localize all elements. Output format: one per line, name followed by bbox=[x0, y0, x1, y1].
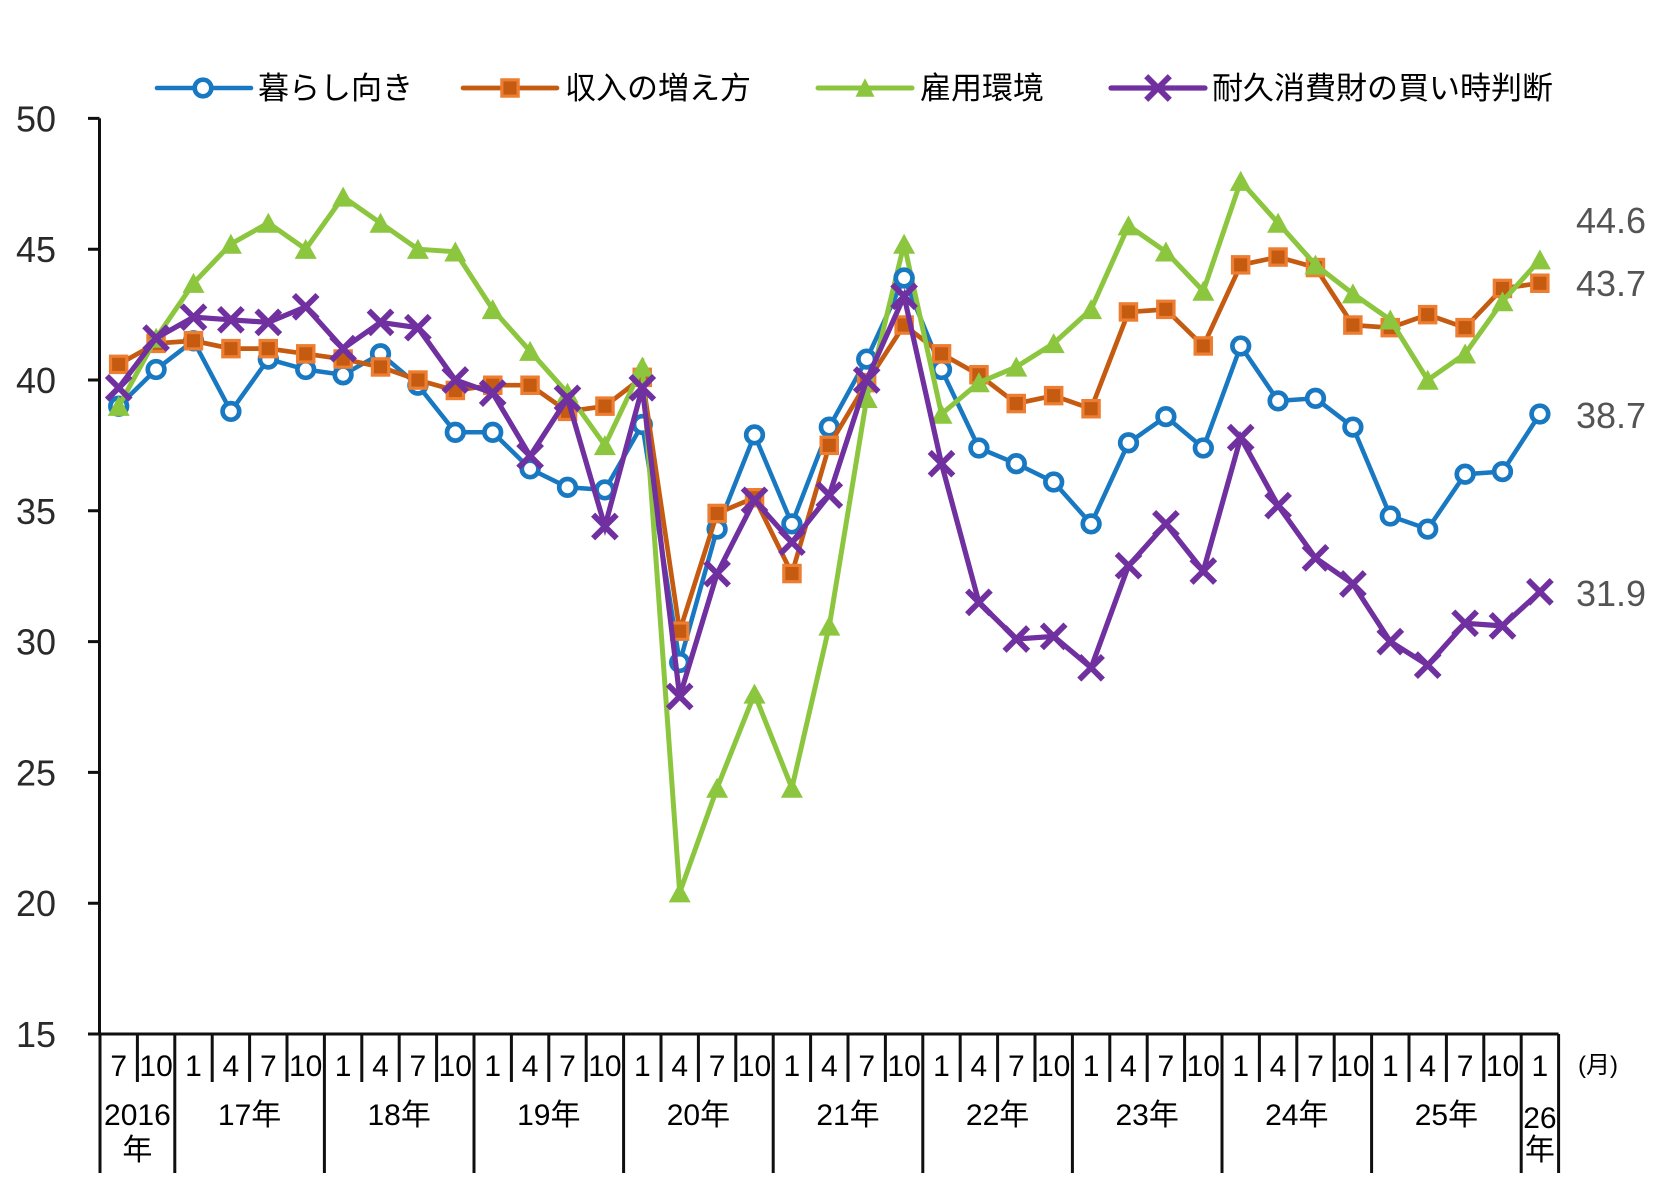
svg-text:25: 25 bbox=[16, 752, 56, 793]
svg-text:4: 4 bbox=[1120, 1050, 1137, 1083]
svg-text:7: 7 bbox=[1307, 1050, 1324, 1083]
svg-text:10: 10 bbox=[1336, 1050, 1369, 1083]
svg-text:7: 7 bbox=[559, 1050, 576, 1083]
svg-text:10: 10 bbox=[439, 1050, 472, 1083]
svg-text:10: 10 bbox=[1187, 1050, 1220, 1083]
svg-text:45: 45 bbox=[16, 229, 56, 270]
svg-text:2016: 2016 bbox=[104, 1099, 171, 1132]
svg-text:4: 4 bbox=[1270, 1050, 1287, 1083]
svg-text:1: 1 bbox=[185, 1050, 202, 1083]
svg-text:38.7: 38.7 bbox=[1576, 395, 1646, 436]
svg-text:1: 1 bbox=[335, 1050, 352, 1083]
svg-text:7: 7 bbox=[110, 1050, 127, 1083]
svg-text:44.6: 44.6 bbox=[1576, 200, 1646, 241]
svg-text:年: 年 bbox=[122, 1134, 152, 1167]
svg-text:4: 4 bbox=[522, 1050, 539, 1083]
svg-text:10: 10 bbox=[289, 1050, 322, 1083]
svg-text:15: 15 bbox=[16, 1014, 56, 1055]
svg-text:1: 1 bbox=[1083, 1050, 1100, 1083]
svg-text:1: 1 bbox=[1532, 1050, 1549, 1083]
svg-text:雇用環境: 雇用環境 bbox=[920, 71, 1044, 106]
svg-text:30: 30 bbox=[16, 622, 56, 663]
svg-text:年: 年 bbox=[1525, 1134, 1555, 1167]
svg-text:10: 10 bbox=[1486, 1050, 1519, 1083]
svg-text:24年: 24年 bbox=[1265, 1099, 1328, 1132]
svg-text:23年: 23年 bbox=[1116, 1099, 1179, 1132]
svg-text:1: 1 bbox=[634, 1050, 651, 1083]
svg-text:7: 7 bbox=[1457, 1050, 1474, 1083]
svg-text:10: 10 bbox=[738, 1050, 771, 1083]
svg-text:7: 7 bbox=[1158, 1050, 1175, 1083]
svg-text:26: 26 bbox=[1523, 1102, 1556, 1135]
svg-text:4: 4 bbox=[671, 1050, 688, 1083]
svg-text:25年: 25年 bbox=[1415, 1099, 1478, 1132]
svg-text:21年: 21年 bbox=[816, 1099, 879, 1132]
svg-text:10: 10 bbox=[1037, 1050, 1070, 1083]
svg-text:20: 20 bbox=[16, 883, 56, 924]
svg-text:18年: 18年 bbox=[368, 1099, 431, 1132]
svg-text:10: 10 bbox=[139, 1050, 172, 1083]
svg-text:10: 10 bbox=[887, 1050, 920, 1083]
svg-text:22年: 22年 bbox=[966, 1099, 1029, 1132]
svg-text:4: 4 bbox=[1419, 1050, 1436, 1083]
svg-text:7: 7 bbox=[410, 1050, 427, 1083]
svg-text:1: 1 bbox=[784, 1050, 801, 1083]
svg-text:4: 4 bbox=[971, 1050, 988, 1083]
svg-text:収入の増え方: 収入の増え方 bbox=[565, 71, 751, 106]
svg-text:4: 4 bbox=[223, 1050, 240, 1083]
svg-text:35: 35 bbox=[16, 491, 56, 532]
svg-text:4: 4 bbox=[372, 1050, 389, 1083]
svg-text:10: 10 bbox=[588, 1050, 621, 1083]
svg-text:4: 4 bbox=[821, 1050, 838, 1083]
svg-text:40: 40 bbox=[16, 360, 56, 401]
svg-text:1: 1 bbox=[1382, 1050, 1399, 1083]
svg-text:43.7: 43.7 bbox=[1576, 263, 1646, 304]
svg-text:20年: 20年 bbox=[667, 1099, 730, 1132]
svg-text:19年: 19年 bbox=[517, 1099, 580, 1132]
svg-text:暮らし向き: 暮らし向き bbox=[258, 71, 413, 106]
svg-text:31.9: 31.9 bbox=[1576, 573, 1646, 614]
svg-text:50: 50 bbox=[16, 98, 56, 139]
svg-text:7: 7 bbox=[858, 1050, 875, 1083]
svg-text:1: 1 bbox=[1232, 1050, 1249, 1083]
svg-text:(月): (月) bbox=[1578, 1052, 1618, 1079]
svg-text:1: 1 bbox=[933, 1050, 950, 1083]
svg-text:17年: 17年 bbox=[218, 1099, 281, 1132]
svg-text:7: 7 bbox=[709, 1050, 726, 1083]
svg-text:7: 7 bbox=[260, 1050, 277, 1083]
svg-text:7: 7 bbox=[1008, 1050, 1025, 1083]
svg-text:耐久消費財の買い時判断: 耐久消費財の買い時判断 bbox=[1212, 71, 1553, 106]
svg-text:1: 1 bbox=[484, 1050, 501, 1083]
